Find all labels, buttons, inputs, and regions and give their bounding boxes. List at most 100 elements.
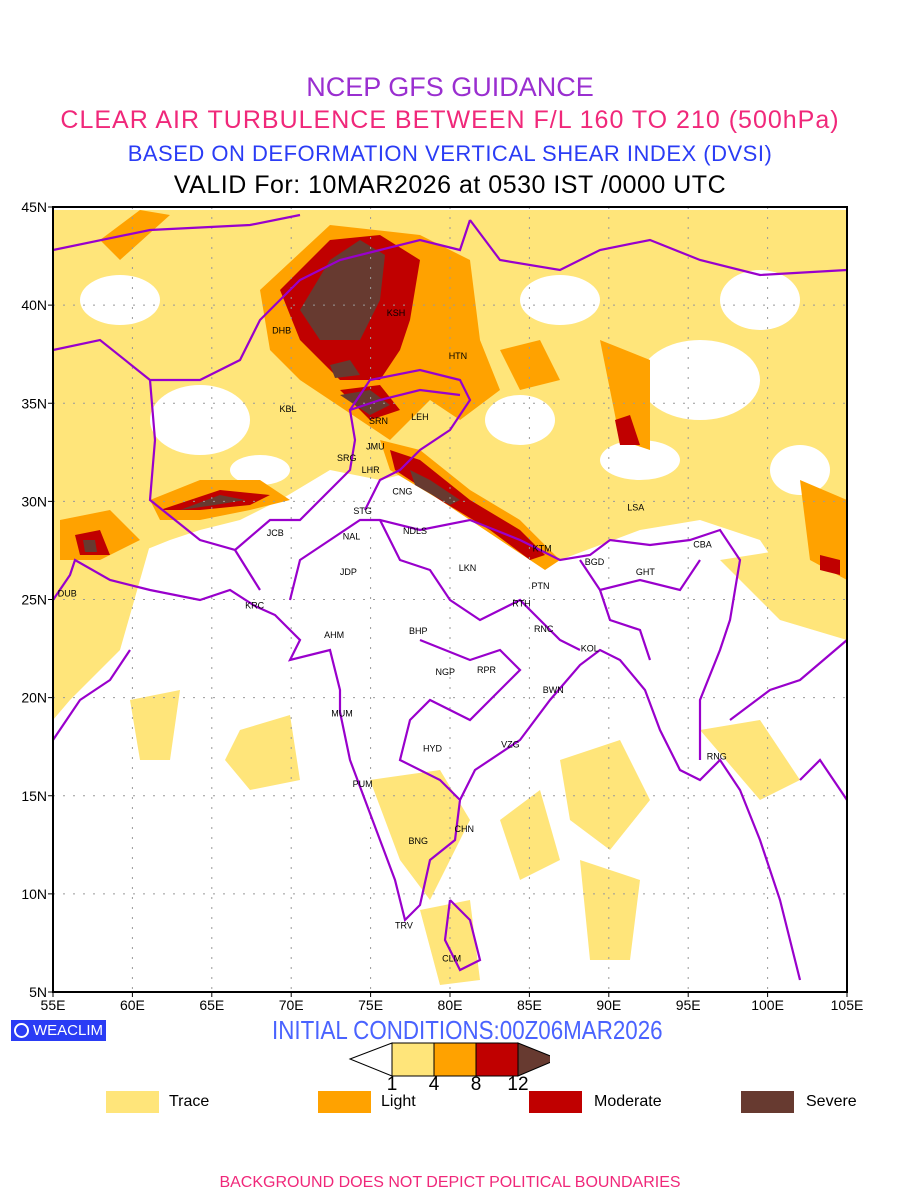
city-label: BGD [585, 557, 605, 567]
boundary-line [379, 519, 581, 651]
city-label: MUM [331, 708, 353, 718]
city-label: KRC [245, 600, 265, 610]
city-label: NDLS [403, 526, 427, 536]
colorbar-tick: 8 [471, 1074, 482, 1092]
city-label: CNG [392, 487, 412, 497]
colorbar-tick: 12 [507, 1074, 528, 1092]
grid-lines [53, 207, 847, 992]
colorbar-light [433, 1042, 477, 1077]
colorbar: 1 4 8 12 [348, 1042, 550, 1092]
turbulence-fields [53, 210, 847, 985]
city-label: RPR [477, 665, 497, 675]
city-label: LEH [411, 412, 429, 422]
legend-swatch [741, 1091, 794, 1113]
boundary-line [598, 589, 652, 661]
city-label: GHT [636, 567, 656, 577]
lon-tick-label: 70E [279, 997, 304, 1013]
colorbar-below [348, 1042, 393, 1077]
lon-tick-label: 105E [831, 997, 864, 1013]
turbulence-map: DHB KSH HTN KBL SRN LEH JMU SRG LHR CNG STG JCB NAL N… [21, 199, 863, 1013]
lat-tick-label: 30N [21, 493, 47, 509]
lat-tick-label: 15N [21, 788, 47, 804]
light-area [100, 210, 170, 260]
no-turbulence-gap [640, 340, 760, 420]
lat-tick-label: 40N [21, 297, 47, 313]
no-turbulence-gap [770, 445, 830, 495]
legend-swatch [106, 1091, 159, 1113]
boundary-line [53, 558, 802, 981]
no-turbulence-gap [150, 385, 250, 455]
city-label: DHB [272, 326, 291, 336]
city-label: HYD [423, 744, 443, 754]
city-label: KTM [533, 543, 552, 553]
city-label: PUM [353, 779, 373, 789]
city-label: RNG [707, 752, 727, 762]
trace-area [720, 540, 847, 640]
initial-conditions: INITIAL CONDITIONS:00Z06MAR2026 [272, 1015, 663, 1045]
logo-text: WEACLIM [33, 1022, 104, 1039]
city-label: NGP [435, 667, 455, 677]
severe-area [340, 390, 390, 415]
trace-area [53, 545, 150, 720]
city-label: LSA [627, 502, 644, 512]
trace-area [225, 715, 300, 790]
severe-area [300, 240, 385, 340]
city-label: DUB [58, 589, 77, 599]
moderate-area [390, 450, 545, 560]
city-label: BNG [408, 836, 428, 846]
boundary-lines [53, 213, 847, 981]
city-label: CHN [455, 824, 475, 834]
lon-tick-label: 95E [676, 997, 701, 1013]
trace-area [370, 770, 470, 900]
axis-ticks: 55E 60E 65E 70E 75E 80E 85E 90E 95E 100E 105E 45N 40… [21, 199, 863, 1013]
city-label: JMU [366, 441, 385, 451]
legend-swatch [529, 1091, 582, 1113]
city-label: HTN [449, 351, 468, 361]
lon-tick-label: 85E [517, 997, 542, 1013]
trace-area [130, 690, 180, 760]
lon-tick-label: 100E [751, 997, 784, 1013]
city-label: KBL [280, 404, 297, 414]
colorbar-trace [391, 1042, 435, 1077]
no-turbulence-gap [520, 275, 600, 325]
boundary-line [53, 649, 131, 741]
weaclim-logo: WEACLIM [11, 1020, 106, 1041]
city-label: NAL [343, 532, 361, 542]
light-area [800, 480, 847, 580]
boundary-line [443, 899, 482, 972]
city-label: LKN [459, 563, 477, 573]
title-ncep: NCEP GFS GUIDANCE [306, 72, 594, 102]
city-label: CLM [442, 954, 461, 964]
title-dvsi: BASED ON DEFORMATION VERTICAL SHEAR INDE… [127, 141, 773, 166]
no-turbulence-gap [485, 395, 555, 445]
lon-tick-label: 65E [199, 997, 224, 1013]
no-turbulence-gap [230, 455, 290, 485]
severe-area [83, 540, 97, 552]
moderate-area [615, 415, 640, 445]
moderate-area [820, 555, 840, 575]
city-label: JDP [340, 567, 357, 577]
colorbar-severe [517, 1042, 550, 1077]
city-label: SRN [369, 416, 388, 426]
colorbar-tick: 4 [429, 1074, 440, 1092]
lon-tick-label: 60E [120, 997, 145, 1013]
boundary-line [349, 368, 472, 511]
boundary-line [398, 638, 522, 801]
boundary-line [53, 213, 301, 252]
lat-tick-label: 35N [21, 395, 47, 411]
severe-area [330, 360, 360, 378]
city-label: JCB [267, 528, 284, 538]
light-area [500, 340, 560, 390]
city-label: LHR [362, 465, 381, 475]
lon-tick-label: 90E [596, 997, 621, 1013]
light-area [600, 340, 650, 450]
lat-tick-label: 45N [21, 199, 47, 215]
boundary-line [234, 388, 461, 551]
legend-label: Light [381, 1093, 416, 1110]
boundary-line [799, 758, 847, 801]
legend-label: Trace [169, 1093, 210, 1110]
title-cat: CLEAR AIR TURBULENCE BETWEEN F/L 160 TO … [60, 106, 840, 134]
city-label: AHM [324, 630, 344, 640]
city-label: KSH [387, 308, 406, 318]
